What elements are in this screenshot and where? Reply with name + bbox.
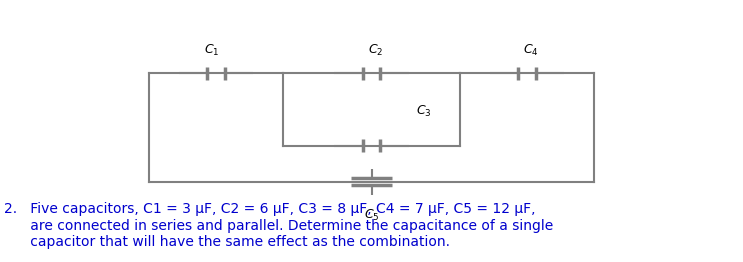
Text: $C_4$: $C_4$	[523, 42, 539, 58]
Text: $C_5$: $C_5$	[364, 208, 379, 223]
Text: $C_2$: $C_2$	[368, 42, 383, 58]
Text: $C_1$: $C_1$	[204, 42, 220, 58]
Text: 2.   Five capacitors, C1 = 3 μF, C2 = 6 μF, C3 = 8 μF, C4 = 7 μF, C5 = 12 μF,
  : 2. Five capacitors, C1 = 3 μF, C2 = 6 μF…	[4, 203, 554, 249]
Text: $C_3$: $C_3$	[416, 104, 432, 119]
